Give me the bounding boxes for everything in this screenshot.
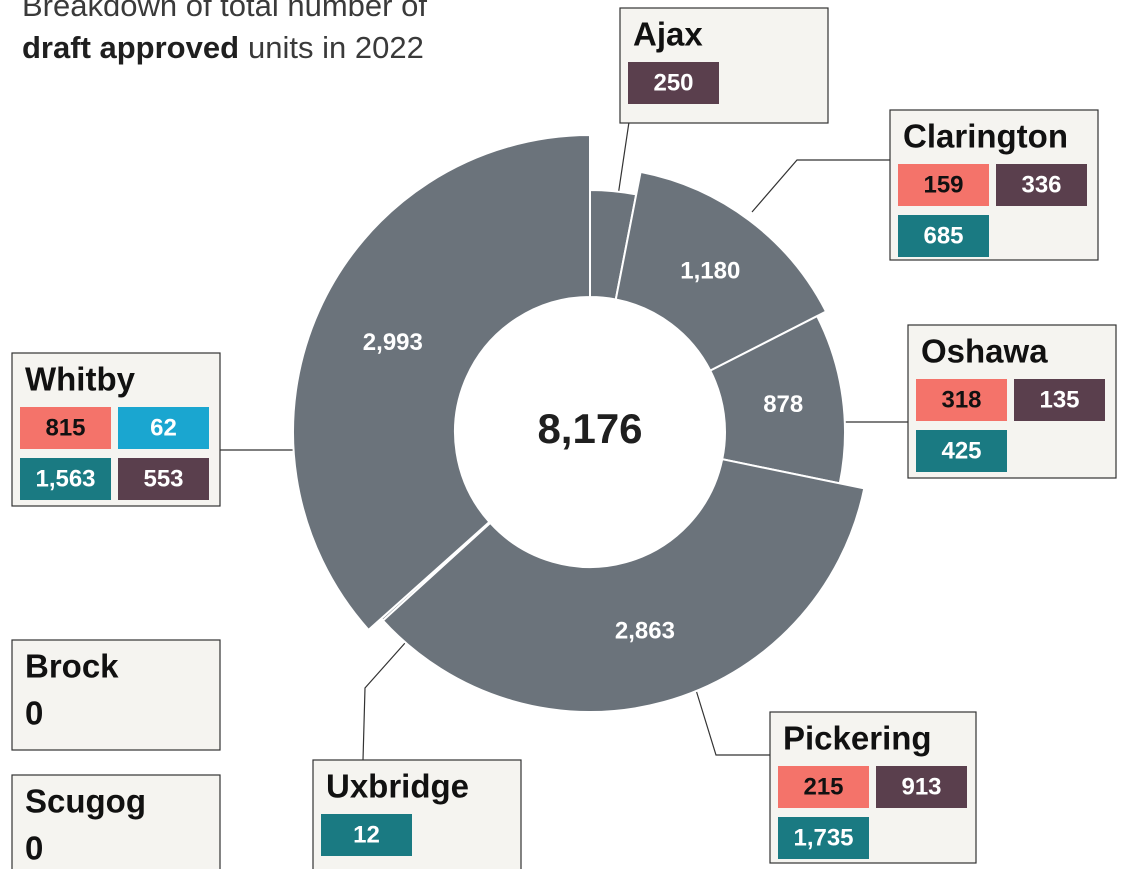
segment-label: 878 bbox=[763, 391, 803, 418]
value-chip bbox=[996, 164, 1087, 206]
callout-name: Whitby bbox=[25, 361, 136, 398]
chip-label: 553 bbox=[143, 465, 183, 492]
chip-label: 12 bbox=[353, 821, 380, 848]
center-total: 8,176 bbox=[537, 405, 642, 452]
callout: Scugog 0 bbox=[11, 774, 221, 869]
chip-label: 1,563 bbox=[35, 465, 95, 492]
callout-name: Oshawa bbox=[921, 333, 1048, 370]
callout-name: Ajax bbox=[633, 16, 703, 53]
leader-line bbox=[751, 159, 890, 213]
callout: Ajax 250 bbox=[619, 7, 829, 124]
callout: Brock 0 bbox=[11, 639, 221, 751]
donut-segment bbox=[381, 458, 866, 713]
chip-label: 336 bbox=[1021, 171, 1061, 198]
donut-segment bbox=[292, 133, 591, 632]
chip-label: 815 bbox=[45, 414, 85, 441]
value-chip bbox=[898, 215, 989, 257]
callout-name: Scugog bbox=[25, 783, 146, 820]
segment-label: 2,993 bbox=[363, 329, 423, 356]
callout-value: 0 bbox=[25, 830, 43, 867]
value-chip bbox=[898, 164, 989, 206]
value-chip bbox=[118, 407, 209, 449]
leader-line bbox=[617, 121, 630, 197]
value-chip bbox=[916, 430, 1007, 472]
callout-value: 0 bbox=[25, 695, 43, 732]
chip-label: 318 bbox=[941, 386, 981, 413]
segment-label: 1,180 bbox=[680, 258, 740, 285]
chip-label: 62 bbox=[150, 414, 177, 441]
callout: Pickering 215 913 1,735 bbox=[769, 711, 977, 864]
value-chip bbox=[20, 407, 111, 449]
donut-segment bbox=[614, 170, 828, 372]
title-line: Breakdown of total number of bbox=[22, 0, 427, 23]
callout: Clarington 159 336 685 bbox=[889, 109, 1099, 261]
value-chip bbox=[321, 814, 412, 856]
title-rest: units in 2022 bbox=[248, 30, 424, 65]
callout-name: Brock bbox=[25, 648, 119, 685]
value-chip bbox=[876, 766, 967, 808]
callout: Oshawa 318 135 425 bbox=[907, 324, 1117, 479]
segment-label: 2,863 bbox=[615, 617, 675, 644]
callout: Whitby 815 62 1,563 553 bbox=[11, 352, 221, 507]
callout-name: Pickering bbox=[783, 720, 932, 757]
leader-line bbox=[695, 689, 770, 756]
chip-label: 250 bbox=[653, 69, 693, 96]
callout: Uxbridge 12 bbox=[312, 759, 522, 869]
chip-label: 159 bbox=[923, 171, 963, 198]
callout-name: Clarington bbox=[903, 118, 1068, 155]
chip-label: 1,735 bbox=[793, 824, 853, 851]
value-chip bbox=[20, 458, 111, 500]
chip-label: 215 bbox=[803, 773, 843, 800]
title-emphasis: draft approved bbox=[22, 30, 239, 65]
chip-label: 135 bbox=[1039, 386, 1079, 413]
chip-label: 425 bbox=[941, 437, 981, 464]
value-chip bbox=[118, 458, 209, 500]
value-chip bbox=[916, 379, 1007, 421]
value-chip bbox=[1014, 379, 1105, 421]
callout-name: Uxbridge bbox=[326, 768, 469, 805]
chip-label: 685 bbox=[923, 222, 963, 249]
chip-label: 913 bbox=[901, 773, 941, 800]
value-chip bbox=[628, 62, 719, 104]
value-chip bbox=[778, 817, 869, 859]
callout-box bbox=[11, 774, 221, 869]
value-chip bbox=[778, 766, 869, 808]
title-line: draft approved units in 2022 bbox=[22, 30, 424, 65]
callout-box bbox=[11, 639, 221, 751]
